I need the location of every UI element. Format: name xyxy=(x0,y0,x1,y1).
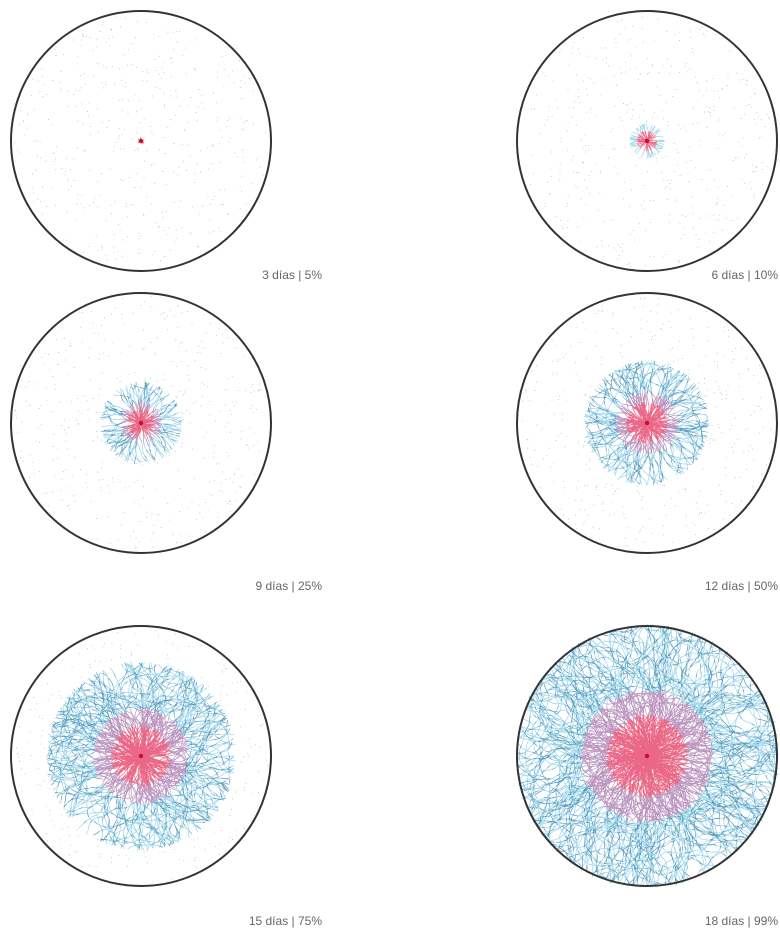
panel: 18 días | 99% xyxy=(516,624,779,928)
inoculation-point xyxy=(645,139,649,143)
panel: 3 días | 5% xyxy=(11,11,322,282)
panel: 6 días | 10% xyxy=(517,11,778,282)
panel-label: 6 días | 10% xyxy=(712,268,779,282)
inoculation-point xyxy=(139,421,143,425)
panel-label: 15 días | 75% xyxy=(249,914,322,928)
inoculation-point xyxy=(139,139,143,143)
figure: 3 días | 5% 6 días | 10% 9 días | 25% 12 dí… xyxy=(0,0,780,931)
inoculation-point xyxy=(645,421,649,425)
panel: 9 días | 25% xyxy=(11,293,322,593)
panel: 15 días | 75% xyxy=(11,626,322,928)
panel-label: 3 días | 5% xyxy=(262,268,322,282)
inoculation-point xyxy=(645,754,649,758)
inoculation-point xyxy=(139,754,143,758)
panel: 12 días | 50% xyxy=(517,293,778,593)
panel-label: 12 días | 50% xyxy=(705,579,778,593)
panel-label: 9 días | 25% xyxy=(256,579,323,593)
panel-label: 18 días | 99% xyxy=(705,914,778,928)
